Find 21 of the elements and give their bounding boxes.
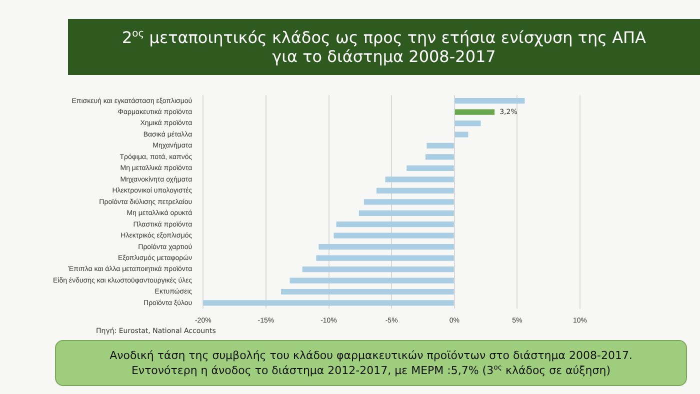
bar <box>454 120 481 126</box>
bar <box>406 165 454 172</box>
bar <box>281 288 454 295</box>
bar <box>385 176 454 182</box>
bar <box>334 232 454 238</box>
bar <box>454 98 525 104</box>
bar <box>454 109 495 115</box>
bar <box>316 255 454 261</box>
bar <box>203 300 454 306</box>
chart-title: 2$^{ος}$ μεταποιητικός κλάδος ως προς την ετήσια ενίσχυση της ΑΠΑ για το διάστημα 2008-2017 <box>120 28 647 66</box>
bar <box>336 222 454 228</box>
bar <box>426 142 454 149</box>
bar <box>358 210 454 216</box>
bar <box>454 132 468 138</box>
bar <box>290 278 454 284</box>
bar <box>376 188 454 194</box>
text: Ανοδική τάση της συμβολής του κλάδου φαρμακευτικών προϊόντων στο διάστημα 2008-2017. Εντονότερη η άνοδος το διάστημα 2012-2017, με ΜΕΡΜ :5,7% (3$^{ος}$ κλάδος σε αύξηση) <box>110 348 632 378</box>
bar <box>425 154 454 160</box>
bar <box>364 199 454 205</box>
bar <box>318 244 454 250</box>
bar <box>302 266 454 272</box>
